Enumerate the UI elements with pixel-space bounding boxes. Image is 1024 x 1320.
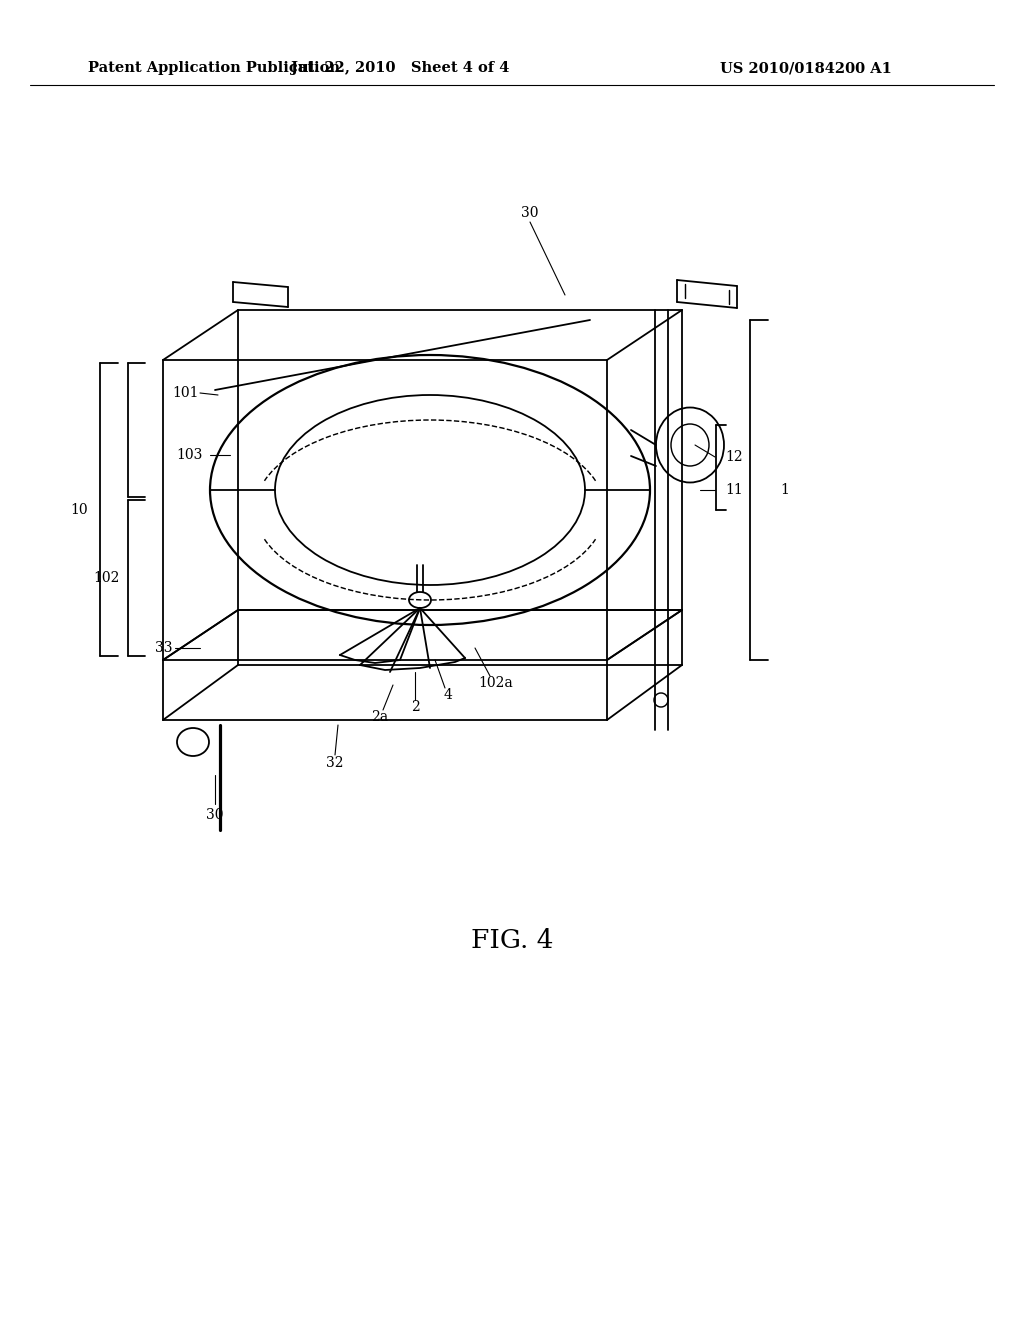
- Text: 4: 4: [443, 688, 453, 702]
- Text: 102: 102: [93, 572, 120, 585]
- Text: 32: 32: [327, 756, 344, 770]
- Text: 33: 33: [155, 642, 172, 655]
- Text: 30: 30: [521, 206, 539, 220]
- Text: US 2010/0184200 A1: US 2010/0184200 A1: [720, 61, 892, 75]
- Text: FIG. 4: FIG. 4: [471, 928, 553, 953]
- Text: 101: 101: [172, 385, 199, 400]
- Text: 12: 12: [725, 450, 742, 465]
- Text: 11: 11: [725, 483, 742, 498]
- Text: Jul. 22, 2010   Sheet 4 of 4: Jul. 22, 2010 Sheet 4 of 4: [291, 61, 509, 75]
- Text: 30: 30: [206, 808, 224, 822]
- Text: 10: 10: [71, 503, 88, 517]
- Text: 2: 2: [411, 700, 420, 714]
- Text: Patent Application Publication: Patent Application Publication: [88, 61, 340, 75]
- Text: 2a: 2a: [372, 710, 388, 723]
- Text: 103: 103: [176, 447, 203, 462]
- Text: 1: 1: [780, 483, 788, 498]
- Text: 102a: 102a: [478, 676, 513, 690]
